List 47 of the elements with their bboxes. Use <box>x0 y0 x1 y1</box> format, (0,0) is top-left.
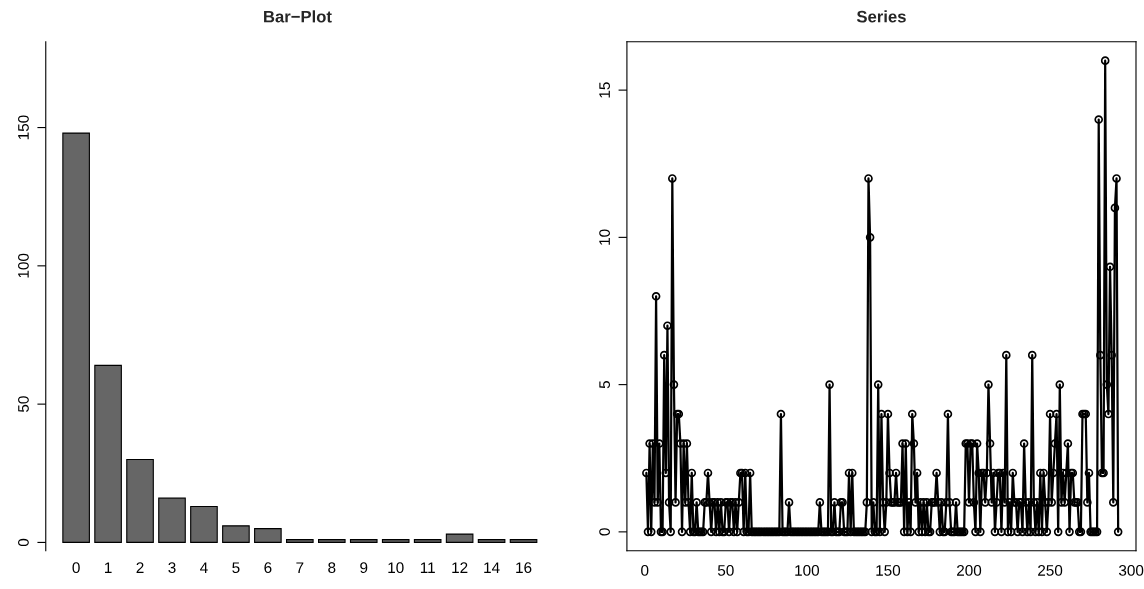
bar <box>317 539 346 543</box>
bar <box>158 497 186 543</box>
x-tick-label: 4 <box>200 562 208 573</box>
x-tick-label: 6 <box>264 562 272 574</box>
x-tick-label: 3 <box>168 562 176 574</box>
y-tick-label: 150 <box>18 115 29 140</box>
bar <box>222 525 250 543</box>
x-tick-label: 9 <box>360 562 368 574</box>
x-tick-label: 11 <box>420 562 435 573</box>
bar <box>254 528 282 543</box>
bar <box>413 539 442 543</box>
bar <box>286 539 314 543</box>
y-tick-label: 10 <box>599 229 610 245</box>
x-tick-label: 7 <box>296 562 304 573</box>
bar <box>445 533 474 543</box>
x-tick-label: 16 <box>516 562 532 574</box>
y-tick-label: 15 <box>599 82 610 98</box>
bar <box>477 539 506 543</box>
chart-title: Bar−Plot <box>264 10 332 23</box>
chart-title: Series <box>856 10 906 23</box>
x-tick-label: 200 <box>957 565 982 576</box>
bar <box>381 539 410 543</box>
x-tick-label: 10 <box>388 562 404 574</box>
y-tick-label: 0 <box>599 528 610 536</box>
x-tick-label: 0 <box>72 562 80 574</box>
y-tick-label: 0 <box>18 538 29 547</box>
bar <box>509 539 538 543</box>
x-tick-label: 250 <box>1038 565 1063 576</box>
x-tick-label: 2 <box>136 562 144 573</box>
x-tick-label: 1 <box>105 562 112 573</box>
x-tick-label: 14 <box>484 562 500 573</box>
x-tick-label: 300 <box>1118 565 1144 576</box>
bar <box>126 458 154 543</box>
x-tick-label: 150 <box>876 565 901 576</box>
y-tick-label: 50 <box>18 396 29 413</box>
y-tick-label: 5 <box>599 381 610 389</box>
bar <box>62 132 90 543</box>
bar <box>94 364 122 543</box>
x-tick-label: 8 <box>328 562 336 574</box>
bar <box>190 505 218 543</box>
x-tick-label: 12 <box>452 562 468 573</box>
x-tick-label: 5 <box>232 562 240 574</box>
y-tick-label: 100 <box>18 253 29 278</box>
x-tick-label: 100 <box>795 565 820 576</box>
bar <box>349 539 378 543</box>
x-tick-label: 0 <box>641 565 649 576</box>
x-tick-label: 50 <box>717 565 734 576</box>
